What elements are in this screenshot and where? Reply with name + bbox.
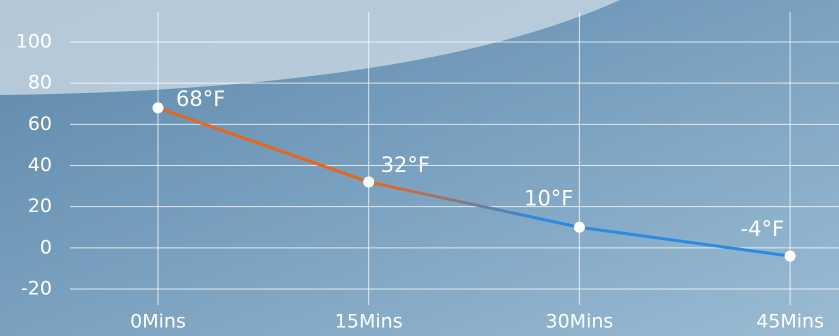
- y-tick-label: 80: [28, 72, 52, 94]
- value-label: 10°F: [524, 186, 573, 210]
- value-label: 68°F: [176, 87, 225, 111]
- y-tick-label: -20: [21, 278, 52, 300]
- point: [152, 102, 164, 114]
- sky-area: [0, 0, 620, 95]
- x-tick-label: 30Mins: [546, 311, 614, 333]
- y-tick-label: 100: [16, 31, 52, 53]
- y-tick-label: 20: [28, 195, 52, 217]
- x-tick-label: 0Mins: [130, 311, 186, 333]
- point: [573, 221, 585, 233]
- value-label: 32°F: [381, 153, 430, 177]
- x-tick-label: 45Mins: [756, 311, 824, 333]
- value-label: -4°F: [741, 217, 785, 241]
- point: [784, 250, 796, 262]
- y-tick-label: 60: [28, 113, 52, 135]
- y-tick-label: 40: [28, 154, 52, 176]
- point: [363, 176, 375, 188]
- line: [157, 106, 791, 258]
- y-tick-label: 0: [40, 236, 52, 258]
- x-tick-label: 15Mins: [335, 311, 403, 333]
